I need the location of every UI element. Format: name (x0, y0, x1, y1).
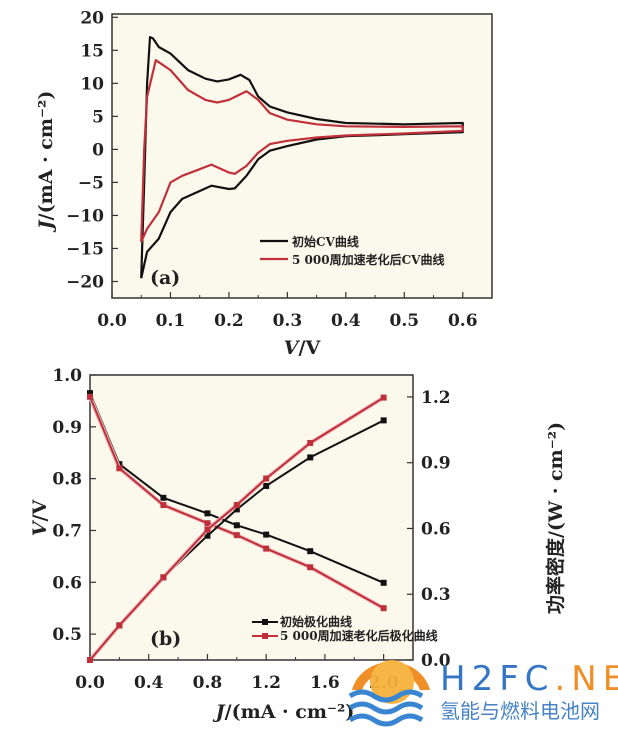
data-marker-aged (116, 622, 123, 629)
y-tick-label-b: 0.6 (52, 573, 82, 593)
y-tick-label-a: −5 (78, 173, 104, 193)
data-marker-aged (307, 564, 314, 571)
data-marker-aged (380, 605, 387, 612)
x-axis-var-b: J (213, 701, 227, 723)
data-marker-initial (307, 454, 314, 461)
x-tick-label-b: 1.2 (251, 673, 281, 693)
y-axis-var-b: V (29, 519, 51, 536)
data-marker-aged (204, 520, 211, 527)
watermark-subtitle: 氢能与燃料电池网 (440, 699, 600, 723)
legend-marker-initial (262, 619, 268, 625)
data-marker-initial (233, 506, 240, 513)
panel-label-b: (b) (150, 628, 181, 650)
data-marker-aged (204, 526, 211, 533)
legend-marker-aged (262, 633, 268, 639)
data-marker-aged (87, 657, 93, 663)
legend-label-aged: 5 000周加速老化后极化曲线 (280, 628, 438, 643)
data-marker-aged (307, 439, 314, 446)
x-tick-label-a: 0.3 (273, 311, 303, 331)
x-tick-label-a: 0.2 (214, 311, 244, 331)
series-line-aged-right (89, 396, 385, 661)
watermark: H2FC.NET氢能与燃料电池网 (348, 659, 618, 727)
y2-tick-label-b: 1.2 (421, 388, 451, 408)
x-axis-label-b: J/(mA · cm⁻²) (213, 701, 355, 723)
data-marker-aged (160, 502, 167, 509)
y2-tick-label-b: 0.3 (421, 585, 451, 605)
watermark-wave-icon (348, 689, 424, 703)
data-marker-initial (263, 531, 270, 538)
x-tick-label-b: 0.8 (193, 673, 223, 693)
y-tick-label-b: 0.9 (52, 418, 82, 438)
data-marker-initial (233, 522, 240, 529)
y-tick-label-b: 0.8 (52, 470, 82, 490)
data-marker-aged (263, 545, 270, 552)
legend-label-initial: 初始极化曲线 (280, 614, 352, 629)
y2-axis-label-b: 功率密度/(W · cm⁻²) (544, 422, 567, 614)
x-axis-label-a: V/V (284, 337, 322, 359)
data-marker-aged (380, 394, 387, 401)
y-tick-label-b: 1.0 (52, 366, 82, 386)
x-tick-label-a: 0.5 (390, 311, 420, 331)
chart-a: 0.0 0.1 0.2 0.3 0.4 0.5 0.6 20 15 10 5 0 −5 −10 −15 −20… (35, 8, 493, 359)
cv-curve-aged (140, 59, 464, 243)
data-marker-initial (263, 482, 270, 489)
y2-tick-label-b: 0.0 (421, 651, 451, 671)
x-tick-label-b: 1.6 (310, 673, 340, 693)
y-axis-unit-a: /(mA · cm⁻²) (35, 91, 57, 221)
plot-area-b (89, 374, 414, 661)
x-tick-label-b: 0.4 (134, 673, 164, 693)
watermark-brand-main: H2FC (440, 659, 555, 699)
data-marker-initial (204, 532, 211, 539)
data-marker-aged (160, 574, 167, 581)
data-marker-aged (233, 532, 240, 539)
data-marker-aged (233, 502, 240, 509)
y-tick-label-a: −15 (66, 239, 104, 259)
data-marker-initial (380, 417, 387, 424)
y2-tick-label-b: 0.6 (421, 519, 451, 539)
y-tick-label-b: 0.5 (52, 625, 82, 645)
y-tick-label-a: 20 (80, 8, 104, 28)
x-axis-unit-b: /(mA · cm⁻²) (225, 701, 355, 723)
x-tick-label-b: 0.0 (75, 673, 105, 693)
chart-b: 0.00.40.81.21.62.01.00.90.80.70.60.51.20… (29, 366, 567, 723)
y2-tick-label-b: 0.9 (421, 454, 451, 474)
y-tick-label-a: 5 (92, 107, 104, 127)
watermark-wave-icon (348, 713, 424, 727)
data-marker-aged (87, 393, 93, 400)
y-tick-label-a: 15 (80, 41, 104, 61)
y-tick-label-a: −20 (66, 272, 104, 292)
panel-label-a: (a) (150, 267, 180, 289)
watermark-brand: H2FC.NET (440, 659, 618, 699)
cv-curve-initial (140, 35, 464, 279)
x-axis-var-a: V (284, 337, 301, 359)
legend-label-aged: 5 000周加速老化后CV曲线 (292, 252, 444, 267)
x-tick-label-a: 0.6 (448, 311, 478, 331)
y-axis-var-a: J (35, 218, 57, 232)
watermark-wave-icon (348, 701, 424, 715)
plot-area-a (111, 13, 493, 299)
data-marker-initial (380, 579, 387, 586)
series-line-aged-left (89, 396, 385, 610)
x-tick-label-a: 0.0 (97, 311, 127, 331)
data-marker-initial (204, 510, 211, 517)
y-axis-label-b: V/V (29, 499, 51, 537)
data-marker-initial (307, 548, 314, 555)
watermark-sun-icon (352, 661, 430, 690)
data-marker-aged (263, 475, 270, 482)
y-tick-label-a: 0 (92, 140, 104, 160)
data-marker-aged (116, 465, 123, 472)
y-tick-label-a: −10 (66, 206, 104, 226)
watermark-brand-suffix: .NET (555, 659, 618, 699)
x-axis-unit-a: /V (299, 337, 322, 359)
legend-label-initial: 初始CV曲线 (292, 234, 359, 249)
data-marker-initial (160, 494, 167, 501)
x-tick-label-a: 0.1 (156, 311, 186, 331)
y-axis-label-a: J/(mA · cm⁻²) (35, 91, 57, 233)
y-axis-unit-b: /V (29, 499, 51, 522)
x-tick-label-a: 0.4 (331, 311, 361, 331)
data-marker-initial (87, 390, 93, 397)
y-tick-label-a: 10 (80, 74, 104, 94)
y-tick-label-b: 0.7 (52, 521, 82, 541)
